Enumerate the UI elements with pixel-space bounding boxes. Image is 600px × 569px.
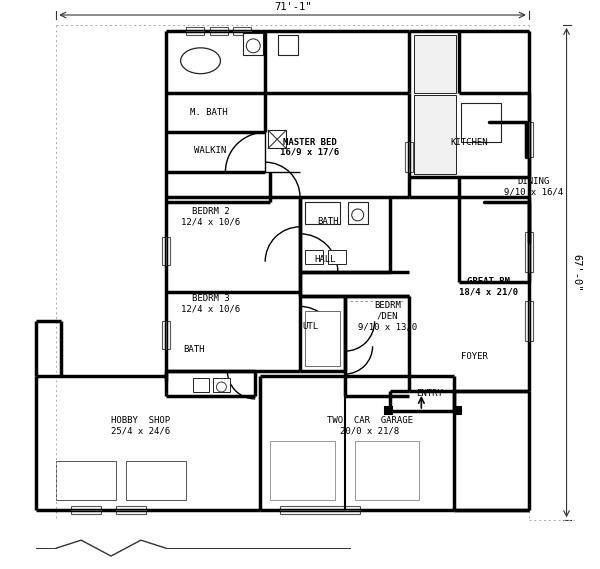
Bar: [461, 102, 501, 142]
Text: 67'-0": 67'-0": [572, 254, 581, 291]
Bar: [214, 378, 230, 392]
Bar: [355, 441, 419, 500]
Text: WALKIN: WALKIN: [194, 146, 227, 155]
Bar: [525, 122, 533, 157]
Bar: [116, 506, 146, 514]
Text: BATH: BATH: [317, 217, 338, 226]
Ellipse shape: [181, 48, 220, 74]
Bar: [328, 250, 346, 263]
Text: HALL: HALL: [314, 255, 335, 264]
Text: DINING
9/10 x 16/4: DINING 9/10 x 16/4: [504, 178, 563, 197]
Text: BEDRM 2
12/4 x 10/6: BEDRM 2 12/4 x 10/6: [181, 207, 240, 226]
Bar: [415, 94, 456, 174]
Text: HOBBY  SHOP
25/4 x 24/6: HOBBY SHOP 25/4 x 24/6: [112, 416, 170, 435]
Bar: [270, 441, 335, 500]
Bar: [162, 237, 170, 265]
Bar: [348, 202, 368, 224]
Text: ENTRY: ENTRY: [416, 389, 443, 398]
Bar: [305, 250, 323, 263]
Bar: [305, 311, 340, 366]
Bar: [268, 130, 286, 149]
Circle shape: [352, 209, 364, 221]
Bar: [162, 321, 170, 349]
Text: MASTER BED
16/9 x 17/6: MASTER BED 16/9 x 17/6: [280, 138, 340, 157]
Bar: [71, 506, 101, 514]
Bar: [415, 35, 456, 93]
Bar: [525, 302, 533, 341]
Bar: [193, 378, 209, 392]
Bar: [525, 232, 533, 271]
Text: 71'-1": 71'-1": [274, 2, 312, 12]
Text: KITCHEN: KITCHEN: [450, 138, 488, 147]
Text: FOYER: FOYER: [461, 352, 487, 361]
Circle shape: [246, 39, 260, 53]
Bar: [305, 202, 340, 224]
Text: GREAT RM
18/4 x 21/0: GREAT RM 18/4 x 21/0: [460, 277, 518, 296]
Text: M. BATH: M. BATH: [190, 108, 227, 117]
Bar: [56, 460, 116, 500]
Text: BEDRM 3
12/4 x 10/6: BEDRM 3 12/4 x 10/6: [181, 294, 240, 313]
Bar: [454, 407, 461, 414]
Text: TWO  CAR  GARAGE
20/0 x 21/8: TWO CAR GARAGE 20/0 x 21/8: [326, 416, 413, 435]
Bar: [385, 407, 392, 414]
Bar: [406, 142, 413, 172]
Bar: [211, 27, 229, 35]
Bar: [185, 27, 203, 35]
Text: BEDRM
/DEN
9/10 x 13/0: BEDRM /DEN 9/10 x 13/0: [358, 302, 417, 331]
Bar: [280, 506, 359, 514]
Text: UTL: UTL: [302, 322, 318, 331]
Bar: [126, 460, 185, 500]
Circle shape: [217, 382, 226, 392]
Bar: [233, 27, 251, 35]
Bar: [278, 35, 298, 55]
Bar: [244, 33, 263, 55]
Text: BATH: BATH: [183, 345, 205, 354]
